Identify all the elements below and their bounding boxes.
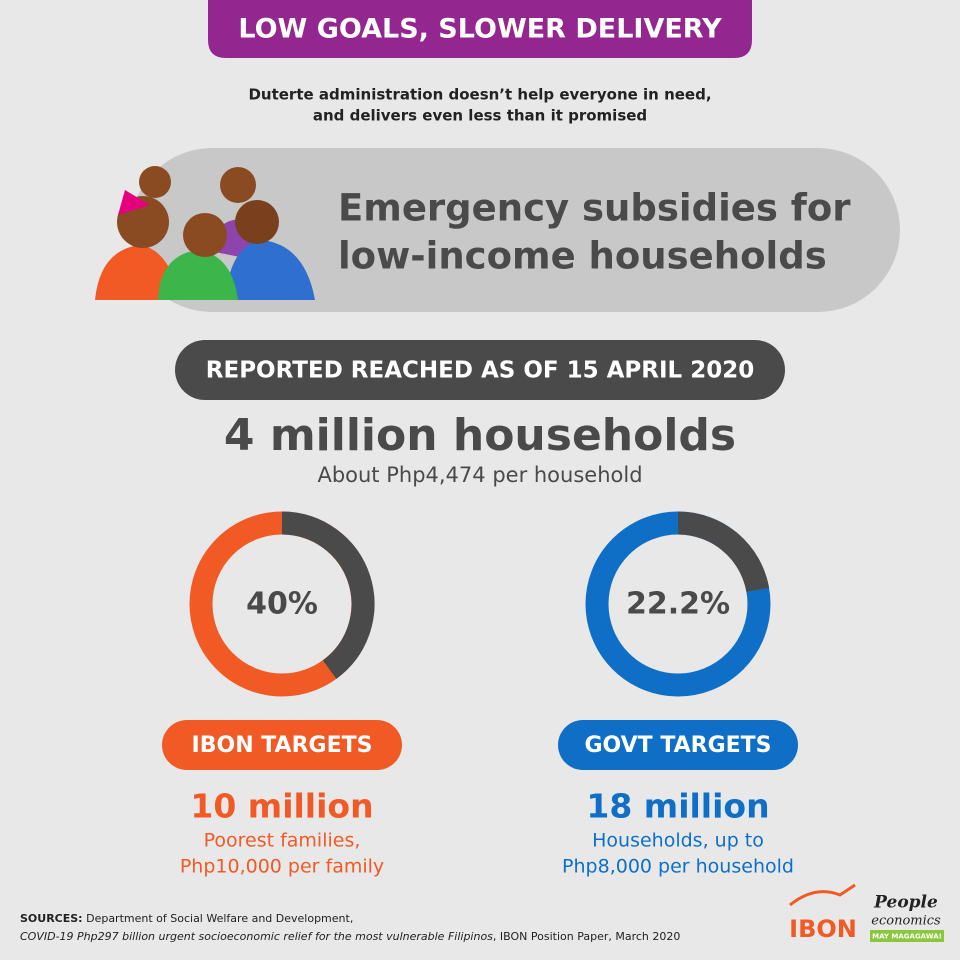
donut-label: 40%: [246, 587, 318, 622]
ibon-logo: IBON: [789, 915, 857, 943]
donut-label: 22.2%: [626, 587, 730, 622]
target-pill: [558, 720, 798, 770]
headline: 4 million households: [224, 410, 736, 461]
tagline-bg: [870, 930, 944, 942]
sources: SOURCES: Department of Social Welfare an…: [20, 912, 353, 925]
donut-charts: 40% 22.2%: [189, 511, 771, 697]
family-illustration: [95, 166, 315, 300]
donut-segment: [677, 511, 770, 593]
target-pill: [162, 720, 402, 770]
subtitle: Duterte administration doesn’t help ever…: [248, 86, 711, 104]
ibon-roof: [789, 883, 856, 907]
sources-text: Department of Social Welfare and Develop…: [86, 912, 353, 925]
tagline: MAY MAGAGAWA!: [872, 933, 942, 941]
title-tab: [208, 0, 752, 58]
target-label: IBON TARGETS: [192, 733, 373, 758]
target-note: Php8,000 per household: [562, 856, 794, 878]
sources: COVID-19 Php297 billion urgent socioecon…: [20, 930, 680, 943]
reported-pill: [175, 340, 785, 400]
banner: [130, 148, 900, 312]
target-note: Php10,000 per family: [180, 856, 384, 878]
target-amount: 10 million: [190, 787, 373, 826]
economics-logo: economics: [871, 914, 941, 929]
reported-label: REPORTED REACHED AS OF 15 APRIL 2020: [206, 358, 754, 384]
donut-segment: [281, 511, 375, 679]
detail: About Php4,474 per household: [317, 463, 642, 487]
sources-label: SOURCES:: [20, 912, 83, 925]
banner-text: Emergency subsidies for: [338, 187, 851, 230]
title: LOW GOALS, SLOWER DELIVERY: [238, 14, 722, 45]
banner-text: low-income households: [338, 235, 827, 278]
subtitle: and delivers even less than it promised: [313, 107, 647, 125]
target-amount: 18 million: [586, 787, 769, 826]
target-label: GOVT TARGETS: [584, 733, 771, 758]
sources-text: COVID-19 Php297 billion urgent socioecon…: [20, 930, 493, 943]
target-note: Households, up to: [592, 830, 764, 852]
target-note: Poorest families,: [204, 830, 361, 852]
sources-text: , IBON Position Paper, March 2020: [493, 930, 680, 943]
people-logo: People: [873, 893, 938, 913]
